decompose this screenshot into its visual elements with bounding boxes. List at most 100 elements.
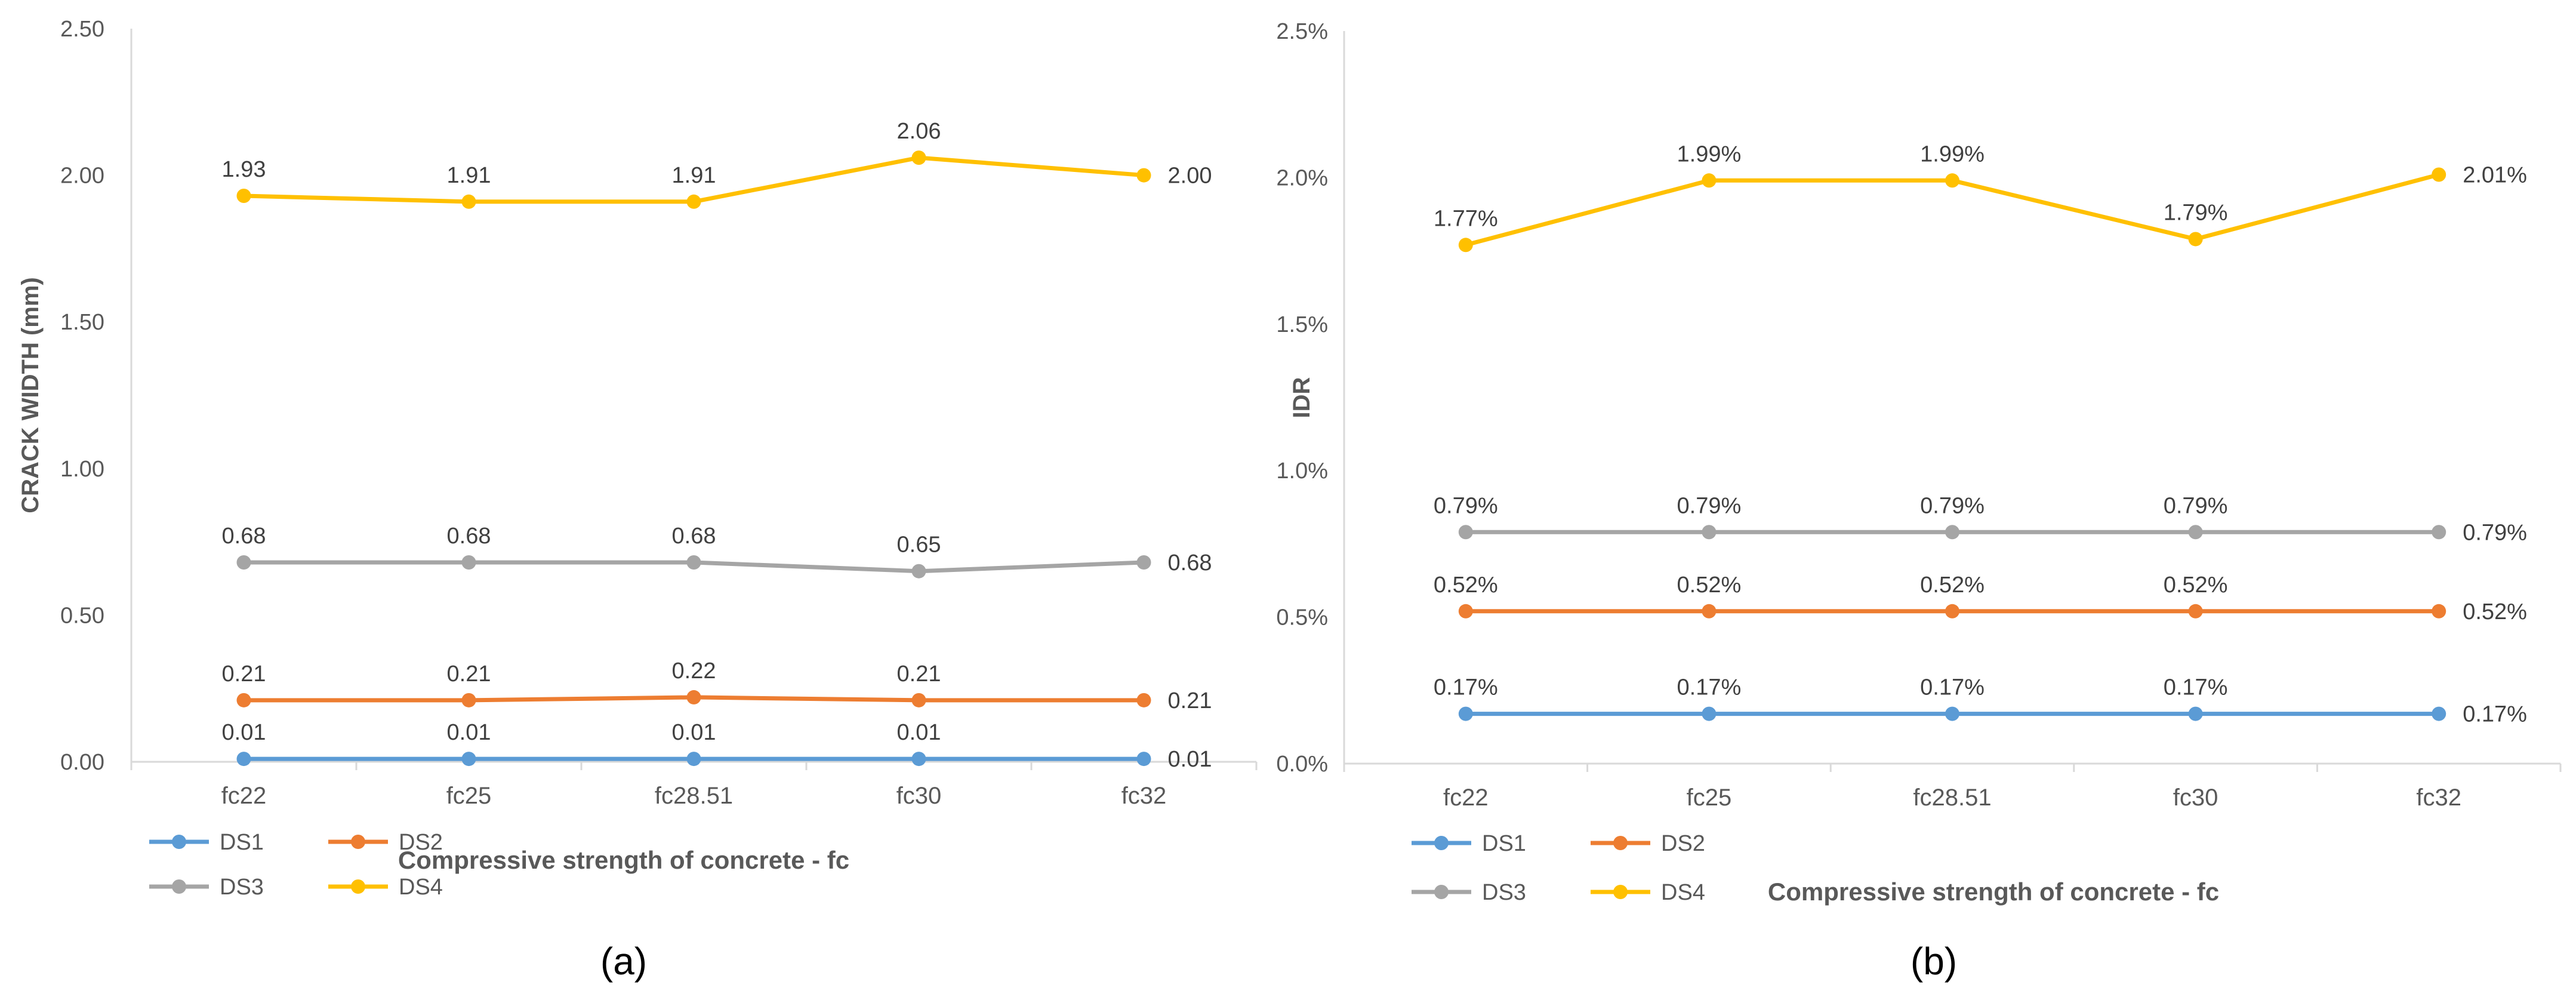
data-point <box>911 150 926 165</box>
data-label: 0.65 <box>897 533 941 558</box>
data-point <box>1458 238 1473 253</box>
x-tick-label: fc25 <box>1687 785 1732 811</box>
y-tick-label: 2.00 <box>60 164 104 189</box>
data-point <box>2188 706 2203 721</box>
data-point <box>911 752 926 767</box>
x-axis-title: Compressive strength of concrete - fc <box>1768 878 2219 906</box>
legend-marker <box>172 879 186 894</box>
chart-panel-b: 0.0% 0.5% 1.0% 1.5% 2.0% 2.5% fc22 fc25 fc28.51 f… <box>1276 19 2562 983</box>
series-ds4: 1.93 1.91 1.91 2.06 2.00 <box>222 119 1212 209</box>
data-point <box>461 555 476 570</box>
data-label: 2.00 <box>1168 164 1212 189</box>
x-tick-label: fc22 <box>221 783 267 809</box>
data-point <box>461 752 476 767</box>
y-axis-title: IDR <box>1289 377 1315 418</box>
legend-label-ds2: DS2 <box>399 830 443 855</box>
data-point <box>1458 525 1473 540</box>
data-label: 0.52% <box>1920 573 1985 598</box>
data-point <box>2432 525 2446 540</box>
x-tick-label: fc30 <box>896 783 942 809</box>
y-tick-label: 0.5% <box>1276 605 1328 630</box>
data-point <box>1136 752 1151 767</box>
data-point <box>686 752 701 767</box>
y-tick-label: 2.0% <box>1276 165 1328 190</box>
data-point <box>1458 706 1473 721</box>
data-label: 0.17% <box>1677 675 1742 700</box>
data-label: 1.91 <box>447 163 491 188</box>
data-point <box>2188 232 2203 247</box>
data-label: 0.68 <box>447 524 491 549</box>
legend-label-ds4: DS4 <box>1661 880 1705 905</box>
data-point <box>911 564 926 579</box>
data-label: 1.91 <box>672 163 716 188</box>
y-tick-label: 1.5% <box>1276 312 1328 337</box>
y-tick-label: 0.50 <box>60 603 104 628</box>
data-label: 0.01 <box>447 720 491 745</box>
data-label: 0.01 <box>1168 747 1212 772</box>
legend-label-ds1: DS1 <box>1482 831 1526 856</box>
data-label: 0.52% <box>1677 573 1742 598</box>
data-point <box>236 555 251 570</box>
data-point <box>1702 706 1717 721</box>
y-tick-label: 0.00 <box>60 750 104 775</box>
data-label: 0.01 <box>222 720 266 745</box>
x-tick-label: fc32 <box>1121 783 1167 809</box>
legend-marker <box>1434 885 1449 899</box>
data-point <box>686 194 701 209</box>
data-point <box>1458 604 1473 619</box>
x-tick-label: fc32 <box>2416 785 2461 811</box>
x-tick-label: fc25 <box>446 783 492 809</box>
data-point <box>686 690 701 704</box>
data-label: 0.21 <box>447 662 491 687</box>
data-label: 0.17% <box>1920 675 1985 700</box>
x-tick-label: fc30 <box>2173 785 2218 811</box>
y-tick-label: 2.50 <box>60 17 104 42</box>
legend-marker <box>351 879 365 894</box>
y-tick-label: 1.0% <box>1276 459 1328 484</box>
data-point <box>1945 173 1959 188</box>
data-label: 0.68 <box>1168 550 1212 576</box>
data-point <box>1945 525 1959 540</box>
series-ds3: 0.79% 0.79% 0.79% 0.79% 0.79% <box>1434 493 2527 545</box>
data-point <box>1702 173 1717 188</box>
x-axis-title: Compressive strength of concrete - fc <box>398 846 849 874</box>
y-tick-label: 1.00 <box>60 457 104 482</box>
data-label: 0.21 <box>897 662 941 687</box>
y-tick-label: 0.0% <box>1276 752 1328 777</box>
series-ds1: 0.01 0.01 0.01 0.01 0.01 <box>222 720 1212 772</box>
legend-label-ds1: DS1 <box>220 830 264 855</box>
legend-label-ds3: DS3 <box>1482 880 1526 905</box>
data-point <box>1945 604 1959 619</box>
data-label: 0.68 <box>672 524 716 549</box>
data-label: 1.93 <box>222 157 266 182</box>
data-point <box>236 188 251 203</box>
data-point <box>1136 555 1151 570</box>
data-label: 0.68 <box>222 524 266 549</box>
data-point <box>911 693 926 707</box>
panel-caption: (a) <box>600 940 647 983</box>
series-ds2: 0.52% 0.52% 0.52% 0.52% 0.52% <box>1434 573 2527 624</box>
data-label: 0.21 <box>1168 688 1212 713</box>
series-ds1: 0.17% 0.17% 0.17% 0.17% 0.17% <box>1434 675 2527 727</box>
legend-marker <box>351 835 365 849</box>
data-point <box>686 555 701 570</box>
data-point <box>1945 706 1959 721</box>
data-label: 1.99% <box>1920 141 1985 167</box>
data-label: 0.21 <box>222 662 266 687</box>
data-label: 0.01 <box>897 720 941 745</box>
data-label: 0.52% <box>2463 599 2527 624</box>
legend: DS1 DS2 DS3 DS4 <box>149 830 443 900</box>
legend-label-ds4: DS4 <box>399 875 443 900</box>
data-label: 0.79% <box>1920 493 1985 518</box>
data-point <box>461 693 476 707</box>
data-point <box>1136 693 1151 707</box>
data-label: 1.77% <box>1434 206 1498 231</box>
legend-marker <box>1613 885 1628 899</box>
data-point <box>2432 167 2446 182</box>
x-tick-label: fc22 <box>1443 785 1489 811</box>
data-label: 1.99% <box>1677 141 1742 167</box>
data-point <box>2188 525 2203 540</box>
legend-marker <box>1434 836 1449 850</box>
data-point <box>1702 604 1717 619</box>
data-label: 2.06 <box>897 119 941 144</box>
